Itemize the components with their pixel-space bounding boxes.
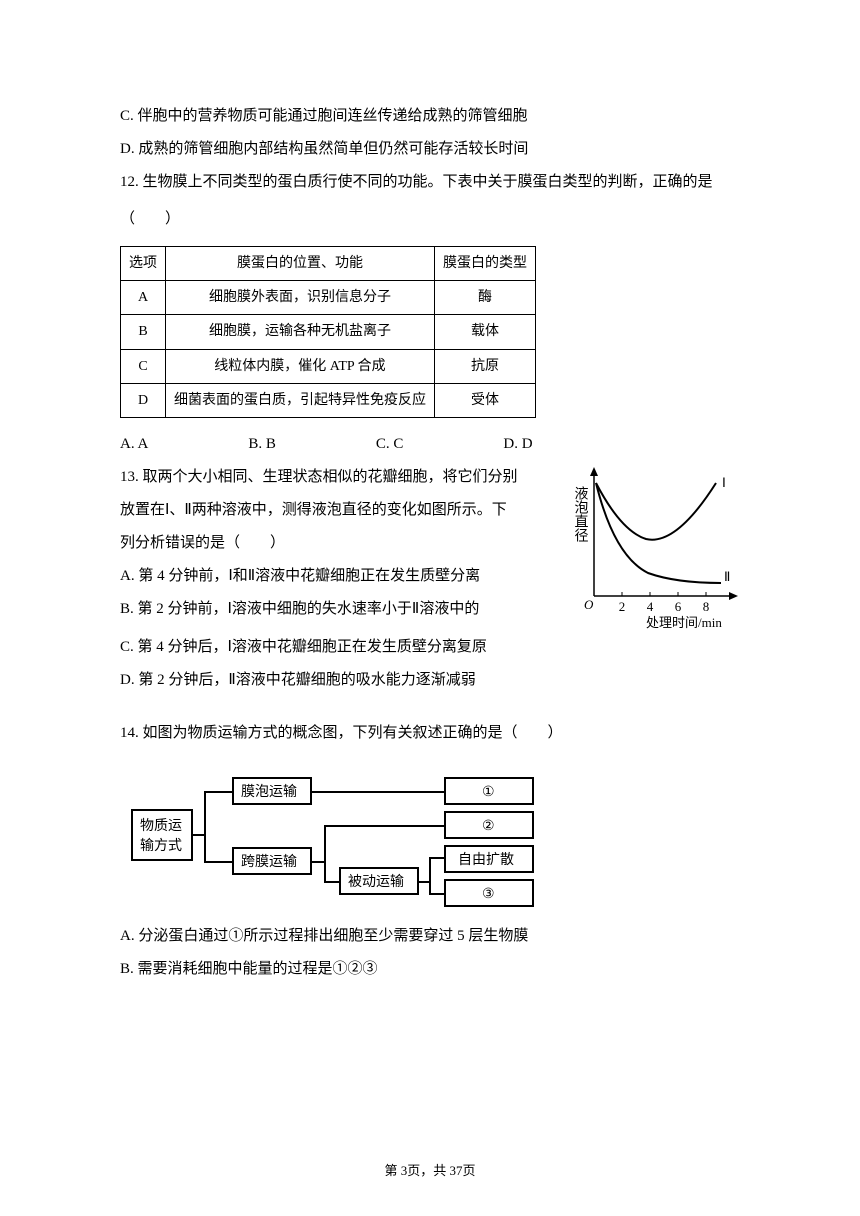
svg-text:4: 4	[647, 599, 654, 614]
svg-text:输方式: 输方式	[140, 838, 182, 854]
svg-text:Ⅱ: Ⅱ	[724, 569, 730, 584]
page-footer: 第 3页，共 37页	[0, 1157, 860, 1186]
q13-option-a: A. 第 4 分钟前，Ⅰ和Ⅱ溶液中花瓣细胞正在发生质壁分离	[120, 560, 556, 593]
svg-text:6: 6	[675, 599, 682, 614]
svg-text:Ⅰ: Ⅰ	[722, 475, 726, 490]
q12-table: 选项 膜蛋白的位置、功能 膜蛋白的类型 A 细胞膜外表面，识别信息分子 酶 B …	[120, 246, 740, 418]
table-cell: 抗原	[435, 349, 536, 383]
table-header: 选项	[121, 247, 166, 281]
svg-text:②: ②	[482, 819, 495, 834]
table-cell: A	[121, 281, 166, 315]
svg-text:膜泡运输: 膜泡运输	[241, 784, 297, 800]
q13-option-d: D. 第 2 分钟后，Ⅱ溶液中花瓣细胞的吸水能力逐渐减弱	[120, 664, 740, 697]
table-cell: 载体	[435, 315, 536, 349]
q11-option-d: D. 成熟的筛管细胞内部结构虽然简单但仍然可能存活较长时间	[120, 133, 740, 166]
svg-text:物质运: 物质运	[140, 818, 182, 834]
svg-text:8: 8	[703, 599, 710, 614]
svg-text:①: ①	[482, 785, 495, 800]
svg-text:O: O	[584, 597, 594, 612]
q12-options: A. A B. B C. C D. D	[120, 428, 740, 461]
q11-option-c: C. 伴胞中的营养物质可能通过胞间连丝传递给成熟的筛管细胞	[120, 100, 740, 133]
q12-option-d: D. D	[503, 428, 532, 461]
table-header: 膜蛋白的位置、功能	[166, 247, 435, 281]
q14-option-a: A. 分泌蛋白通过①所示过程排出细胞至少需要穿过 5 层生物膜	[120, 920, 740, 953]
q13-option-c: C. 第 4 分钟后，Ⅰ溶液中花瓣细胞正在发生质壁分离复原	[120, 631, 740, 664]
table-cell: 细胞膜，运输各种无机盐离子	[166, 315, 435, 349]
q12-stem-1: 12. 生物膜上不同类型的蛋白质行使不同的功能。下表中关于膜蛋白类型的判断，正确…	[120, 166, 740, 199]
q12-option-c: C. C	[376, 428, 404, 461]
svg-text:被动运输: 被动运输	[348, 874, 404, 890]
q13-chart: 2 4 6 8 O 处理时间/min 液泡直径 Ⅰ Ⅱ	[566, 461, 740, 631]
q13-option-b: B. 第 2 分钟前，Ⅰ溶液中细胞的失水速率小于Ⅱ溶液中的	[120, 593, 556, 626]
table-cell: 受体	[435, 383, 536, 417]
table-cell: 酶	[435, 281, 536, 315]
q13-line1: 13. 取两个大小相同、生理状态相似的花瓣细胞，将它们分别	[120, 461, 556, 494]
svg-text:处理时间/min: 处理时间/min	[646, 615, 722, 630]
svg-text:自由扩散: 自由扩散	[458, 852, 514, 868]
q14-diagram: 物质运 输方式 膜泡运输 跨膜运输 ① ② 被动运输 自由扩散 ③	[130, 760, 740, 910]
svg-text:液泡直径: 液泡直径	[573, 486, 589, 542]
q14-stem: 14. 如图为物质运输方式的概念图，下列有关叙述正确的是（ ）	[120, 717, 740, 750]
table-cell: 细胞膜外表面，识别信息分子	[166, 281, 435, 315]
q14-option-b: B. 需要消耗细胞中能量的过程是①②③	[120, 953, 740, 986]
table-cell: B	[121, 315, 166, 349]
q12-option-b: B. B	[248, 428, 276, 461]
table-cell: D	[121, 383, 166, 417]
table-cell: 线粒体内膜，催化 ATP 合成	[166, 349, 435, 383]
q12-option-a: A. A	[120, 428, 148, 461]
svg-text:跨膜运输: 跨膜运输	[241, 854, 297, 870]
svg-text:③: ③	[482, 887, 495, 902]
table-header: 膜蛋白的类型	[435, 247, 536, 281]
table-cell: C	[121, 349, 166, 383]
q13-line2: 放置在Ⅰ、Ⅱ两种溶液中，测得液泡直径的变化如图所示。下	[120, 494, 556, 527]
svg-text:2: 2	[619, 599, 626, 614]
q12-stem-2: （ ）	[120, 203, 740, 236]
q13-line3: 列分析错误的是（ ）	[120, 527, 556, 560]
table-cell: 细菌表面的蛋白质，引起特异性免疫反应	[166, 383, 435, 417]
